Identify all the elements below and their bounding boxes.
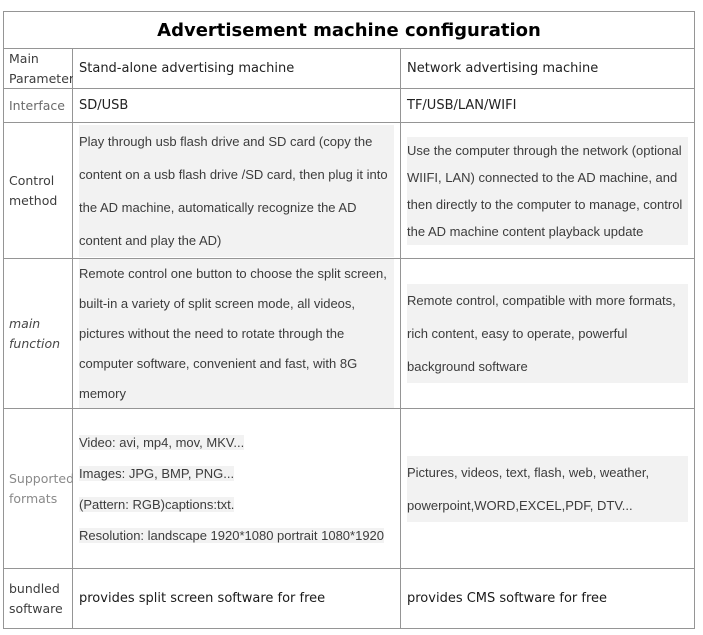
row-label-interface: Interface — [4, 89, 73, 123]
row-label-supported-formats: Supported formats — [4, 409, 74, 569]
cell-interface-standalone: SD/USB — [73, 89, 401, 123]
cell-main-function-standalone: Remote control one button to choose the … — [73, 259, 401, 409]
main-function-network-text: Remote control, compatible with more for… — [407, 284, 688, 383]
cell-bundled-software-standalone: provides split screen software for free — [73, 569, 401, 628]
format-line-video: Video: avi, mp4, mov, MKV... — [79, 434, 245, 450]
row-label-control-method: Control method — [4, 123, 73, 259]
configuration-table: Advertisement machine configuration Main… — [3, 11, 695, 629]
cell-control-method-network: Use the computer through the network (op… — [401, 123, 694, 259]
cell-main-parameter-standalone: Stand-alone advertising machine — [73, 49, 401, 89]
control-method-standalone-text: Play through usb flash drive and SD card… — [79, 124, 394, 257]
control-method-network-text: Use the computer through the network (op… — [407, 136, 688, 245]
cell-main-function-network: Remote control, compatible with more for… — [401, 259, 694, 409]
cell-bundled-software-network: provides CMS software for free — [401, 569, 694, 628]
cell-supported-formats-standalone: Video: avi, mp4, mov, MKV... Images: JPG… — [73, 409, 401, 569]
format-line-resolution: Resolution: landscape 1920*1080 portrait… — [79, 527, 385, 543]
cell-control-method-standalone: Play through usb flash drive and SD card… — [73, 123, 401, 259]
supported-formats-network-text: Pictures, videos, text, flash, web, weat… — [407, 455, 688, 522]
row-label-bundled-software: bundled software — [4, 569, 73, 628]
table-title: Advertisement machine configuration — [4, 12, 694, 49]
format-line-images: Images: JPG, BMP, PNG... — [79, 465, 235, 481]
cell-main-parameter-network: Network advertising machine — [401, 49, 694, 89]
row-label-main-function: main function — [4, 259, 73, 409]
format-line-pattern: (Pattern: RGB)captions:txt. — [79, 496, 235, 512]
cell-supported-formats-network: Pictures, videos, text, flash, web, weat… — [401, 409, 694, 569]
cell-interface-network: TF/USB/LAN/WIFI — [401, 89, 694, 123]
supported-formats-standalone-lines: Video: avi, mp4, mov, MKV... Images: JPG… — [79, 427, 394, 551]
main-function-standalone-text: Remote control one button to choose the … — [79, 259, 394, 408]
row-label-main-parameter: Main Parameter — [4, 49, 74, 89]
